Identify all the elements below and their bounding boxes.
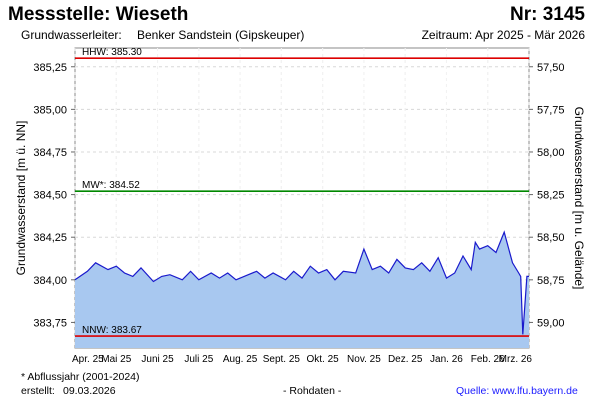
x-tick-label: Okt. 25	[307, 354, 340, 365]
x-tick-label: Aug. 25	[223, 354, 258, 365]
reference-lines: HHW: 385.30 MW*: 384.52 NNW: 383.67	[75, 47, 529, 337]
x-tick-label: Feb. 26	[471, 354, 505, 365]
series-area	[75, 232, 529, 348]
y-right-tick-label: 59,00	[537, 317, 565, 329]
x-tick-label: Juni 25	[141, 354, 174, 365]
y-axis-label-left: Grundwasserstand [m ü. NN]	[14, 121, 28, 276]
x-tick-label: Mai 25	[101, 354, 131, 365]
y-right-tick-label: 58,75	[537, 275, 565, 287]
rawdata-label: - Rohdaten -	[283, 385, 342, 397]
page-title: Messstelle: Wieseth	[8, 4, 189, 25]
series-line	[74, 230, 529, 335]
x-tick-label: Dez. 25	[388, 354, 423, 365]
created-label: erstellt:	[21, 385, 55, 397]
y-right-tick-label: 58,00	[537, 147, 565, 159]
x-tick-label: Juli 25	[184, 354, 213, 365]
source-label: Quelle:	[456, 385, 490, 397]
created-date: 09.03.2026	[63, 385, 116, 397]
period-label: Zeitraum: Apr 2025 - Mär 2026	[421, 28, 585, 42]
x-tick-label: Apr. 25	[72, 354, 104, 365]
y-right-tick-label: 57,75	[537, 104, 565, 116]
y-axis-label-right: Grundwasserstand [m u. Gelände]	[572, 107, 586, 290]
x-tick-label: Sept. 25	[263, 354, 301, 365]
y-tick-label: 384,50	[33, 190, 67, 202]
x-tick-label: Mrz. 26	[499, 354, 533, 365]
station-number: Nr: 3145	[510, 4, 585, 25]
y-tick-label: 384,25	[33, 232, 67, 244]
x-tick-label: Jan. 26	[430, 354, 463, 365]
reference-label-0: HHW: 385.30	[82, 47, 142, 58]
y-tick-label: 385,00	[33, 104, 67, 116]
y-tick-label: 385,25	[33, 62, 67, 74]
reference-label-1: MW*: 384.52	[82, 180, 140, 191]
reference-label-2: NNW: 383.67	[82, 325, 142, 336]
x-tick-label: Nov. 25	[347, 354, 381, 365]
y-right-tick-label: 58,25	[537, 190, 565, 202]
source-link[interactable]: www.lfu.bayern.de	[492, 385, 578, 397]
y-tick-label: 384,00	[33, 275, 67, 287]
y-tick-label: 384,75	[33, 147, 67, 159]
y-ticks-left: 383,75 384,00 384,25 384,50 384,75 385,00 385,…	[33, 62, 75, 329]
y-right-tick-label: 58,50	[537, 232, 565, 244]
y-ticks-right: 59,00 58,75 58,50 58,25 58,00 57,75 57,50	[529, 62, 565, 329]
y-tick-label: 383,75	[33, 317, 67, 329]
aquifer-value: Benker Sandstein (Gipskeuper)	[137, 28, 305, 42]
y-right-tick-label: 57,50	[537, 62, 565, 74]
aquifer-label: Grundwasserleiter:	[21, 28, 122, 42]
footnote: * Abflussjahr (2001-2024)	[21, 371, 140, 383]
